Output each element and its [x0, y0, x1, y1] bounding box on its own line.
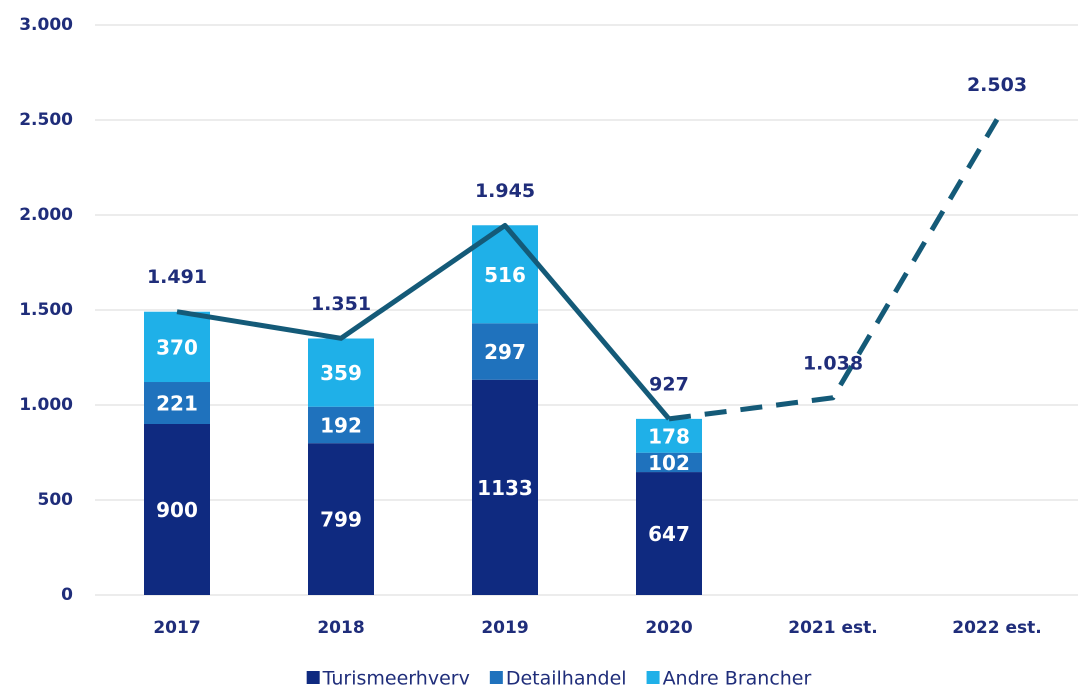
x-tick-label: 2022 est. — [952, 618, 1041, 638]
legend-swatch — [306, 671, 320, 684]
total-label: 1.945 — [475, 180, 535, 202]
bar-segment — [144, 311, 210, 383]
segment-label: 102 — [648, 451, 690, 475]
bar-segment — [636, 472, 702, 595]
total-label: 2.503 — [967, 74, 1027, 96]
y-tick-label: 3.000 — [19, 15, 73, 35]
segment-label: 799 — [320, 508, 362, 532]
bar-segment — [308, 338, 374, 407]
total-label: 1.491 — [147, 266, 207, 288]
y-tick-label: 1.500 — [19, 300, 73, 320]
segment-label: 647 — [648, 522, 690, 546]
dashed-line — [668, 118, 1000, 422]
y-tick-label: 2.500 — [19, 110, 73, 130]
segment-label: 1133 — [477, 476, 533, 500]
segment-label: 221 — [156, 392, 198, 416]
y-tick-label: 1.000 — [19, 395, 73, 415]
bar-segment — [144, 382, 210, 424]
line — [176, 222, 671, 421]
segment-label: 192 — [320, 413, 362, 437]
segment-label: 370 — [156, 335, 198, 359]
bar-segment — [636, 452, 702, 473]
segment-label: 297 — [484, 340, 526, 364]
y-tick-label: 500 — [38, 490, 74, 510]
total-label: 1.038 — [803, 352, 863, 374]
segment-label: 516 — [484, 263, 526, 287]
x-tick-label: 2021 est. — [788, 618, 877, 638]
bar-segment — [472, 323, 538, 380]
y-tick-label: 0 — [61, 585, 73, 605]
legend-label: Detailhandel — [506, 668, 627, 689]
bar-segment — [308, 406, 374, 444]
x-tick-label: 2017 — [153, 618, 200, 638]
segment-label: 900 — [156, 498, 198, 522]
total-label: 1.351 — [311, 293, 371, 315]
bar-segment — [308, 443, 374, 595]
x-tick-label: 2018 — [317, 618, 364, 638]
total-label: 927 — [649, 373, 689, 395]
bar-segment — [144, 424, 210, 595]
legend-label: Turismeerhverv — [322, 668, 470, 689]
x-tick-label: 2019 — [481, 618, 528, 638]
legend-swatch — [489, 671, 503, 684]
bar-segment — [472, 379, 538, 595]
segment-label: 178 — [648, 424, 690, 448]
segment-label: 359 — [320, 361, 362, 385]
y-tick-label: 2.000 — [19, 205, 73, 225]
legend-swatch — [646, 671, 660, 684]
x-tick-label: 2020 — [645, 618, 692, 638]
legend-label: Andre Brancher — [663, 668, 812, 689]
bar-segment — [636, 418, 702, 453]
